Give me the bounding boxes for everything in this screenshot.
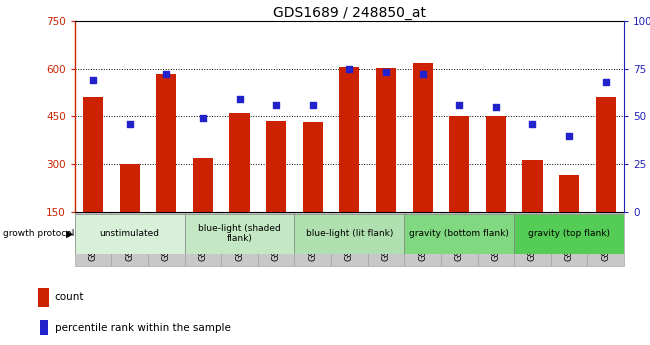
Text: blue-light (shaded
flank): blue-light (shaded flank): [198, 224, 281, 244]
Point: [307, 102, 318, 108]
Bar: [229, 113, 250, 212]
Bar: [514, 214, 624, 254]
Text: growth protocol: growth protocol: [3, 229, 75, 238]
Text: ▶: ▶: [66, 229, 73, 238]
Bar: [294, 212, 331, 266]
Bar: [514, 212, 551, 266]
Bar: [441, 212, 478, 266]
Bar: [266, 121, 286, 212]
Point: [381, 70, 391, 75]
Point: [601, 79, 611, 85]
Bar: [120, 164, 140, 212]
Bar: [413, 63, 433, 212]
Bar: [294, 214, 404, 254]
Text: percentile rank within the sample: percentile rank within the sample: [55, 323, 231, 333]
Text: gravity (bottom flank): gravity (bottom flank): [410, 229, 509, 238]
Bar: [478, 212, 514, 266]
Bar: [559, 176, 579, 212]
Bar: [376, 68, 396, 212]
Bar: [551, 212, 588, 266]
Bar: [75, 212, 111, 266]
Bar: [486, 116, 506, 212]
Bar: [38, 287, 49, 307]
Bar: [148, 212, 185, 266]
Bar: [156, 74, 176, 212]
Text: unstimulated: unstimulated: [99, 229, 160, 238]
Bar: [303, 122, 323, 212]
Bar: [588, 212, 624, 266]
Point: [234, 97, 244, 102]
Bar: [331, 212, 368, 266]
Bar: [404, 214, 514, 254]
Point: [198, 116, 208, 121]
Bar: [75, 214, 185, 254]
Bar: [185, 212, 221, 266]
Text: blue-light (lit flank): blue-light (lit flank): [306, 229, 393, 238]
Bar: [221, 212, 258, 266]
Bar: [40, 320, 47, 335]
Point: [161, 71, 172, 77]
Point: [271, 102, 281, 108]
Bar: [404, 212, 441, 266]
Bar: [339, 67, 359, 212]
Bar: [368, 212, 404, 266]
Point: [564, 133, 575, 138]
Point: [417, 71, 428, 77]
Bar: [193, 158, 213, 212]
Point: [454, 102, 464, 108]
Bar: [523, 159, 543, 212]
Bar: [258, 212, 294, 266]
Point: [527, 121, 538, 127]
Text: count: count: [55, 293, 84, 303]
Point: [125, 121, 135, 127]
Point: [88, 77, 98, 83]
Bar: [83, 97, 103, 212]
Bar: [111, 212, 148, 266]
Point: [344, 66, 355, 71]
Point: [491, 104, 501, 110]
Bar: [185, 214, 294, 254]
Title: GDS1689 / 248850_at: GDS1689 / 248850_at: [273, 6, 426, 20]
Bar: [595, 97, 616, 212]
Bar: [449, 116, 469, 212]
Text: gravity (top flank): gravity (top flank): [528, 229, 610, 238]
